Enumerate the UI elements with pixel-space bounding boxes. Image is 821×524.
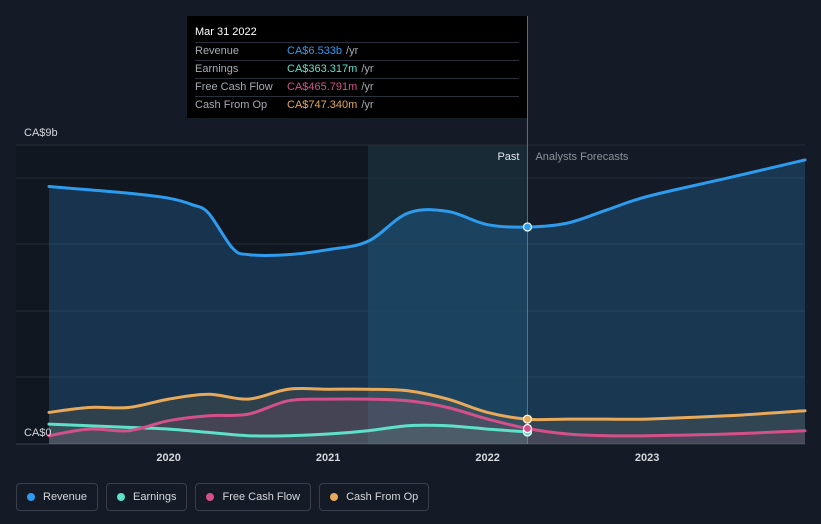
legend: Revenue Earnings Free Cash Flow Cash Fro… (16, 483, 430, 511)
tooltip: Mar 31 2022 Revenue CA$6.533b /yr Earnin… (187, 16, 527, 118)
tooltip-date: Mar 31 2022 (195, 26, 257, 38)
revenue-area (49, 159, 805, 444)
legend-item-cash-from-op[interactable]: Cash From Op (319, 483, 430, 511)
cash-from-op-marker (522, 414, 533, 424)
tooltip-unit: /yr (361, 81, 374, 93)
legend-dot-icon (117, 493, 126, 501)
earnings-line (47, 422, 529, 438)
tooltip-label: Cash From Op (195, 99, 268, 111)
legend-item-free-cash-flow[interactable]: Free Cash Flow (195, 483, 312, 511)
tooltip-unit: /yr (361, 63, 374, 75)
tooltip-value: CA$747.340m (287, 99, 358, 111)
tooltip-label: Revenue (195, 45, 240, 57)
earnings-area (49, 424, 528, 444)
legend-item-earnings[interactable]: Earnings (106, 483, 188, 511)
free-cash-flow-marker (522, 423, 533, 434)
tooltip-value: CA$363.317m (287, 63, 358, 75)
hover-markers (522, 222, 533, 437)
tooltip-unit: /yr (346, 45, 359, 57)
tooltip-value: CA$465.791m (287, 81, 358, 93)
axis-labels: CA$9b CA$0 2020 2021 2022 2023 Past Analysts Fo… (24, 127, 659, 464)
y-tick-label-bottom: CA$0 (24, 427, 52, 439)
free-cash-flow-area (49, 398, 805, 444)
tooltip-value: CA$6.533b (287, 45, 343, 57)
tooltip-row-revenue: Revenue CA$6.533b /yr (195, 42, 519, 60)
revenue-marker (522, 222, 533, 232)
legend-label: Earnings (133, 491, 177, 503)
series-areas (49, 159, 805, 444)
tooltip-row-cash-from-op: Cash From Op CA$747.340m /yr (195, 96, 519, 114)
past-label: Past (497, 151, 519, 163)
legend-dot-icon (330, 493, 339, 501)
tooltip-row-earnings: Earnings CA$363.317m /yr (195, 60, 519, 78)
y-tick-label-top: CA$9b (24, 127, 58, 139)
x-tick-label: 2020 (156, 452, 180, 464)
series-lines (47, 158, 807, 438)
cash-from-op-line (47, 386, 807, 422)
tooltip-unit: /yr (361, 99, 374, 111)
highlight-band (367, 145, 528, 444)
tooltip-label: Earnings (195, 63, 239, 75)
forecast-label: Analysts Forecasts (535, 151, 628, 163)
legend-item-revenue[interactable]: Revenue (16, 483, 99, 511)
x-tick-label: 2022 (475, 452, 499, 464)
tooltip-row-free-cash-flow: Free Cash Flow CA$465.791m /yr (195, 78, 519, 96)
legend-label: Revenue (43, 491, 88, 503)
legend-label: Cash From Op (346, 491, 419, 503)
cash-from-op-area (49, 388, 805, 444)
legend-label: Free Cash Flow (222, 491, 301, 503)
legend-dot-icon (27, 493, 35, 501)
free-cash-flow-line (47, 397, 807, 438)
x-tick-label: 2023 (635, 452, 659, 464)
revenue-line (47, 158, 807, 257)
legend-dot-icon (206, 493, 215, 501)
tooltip-label: Free Cash Flow (195, 81, 273, 93)
x-tick-label: 2021 (316, 452, 340, 464)
